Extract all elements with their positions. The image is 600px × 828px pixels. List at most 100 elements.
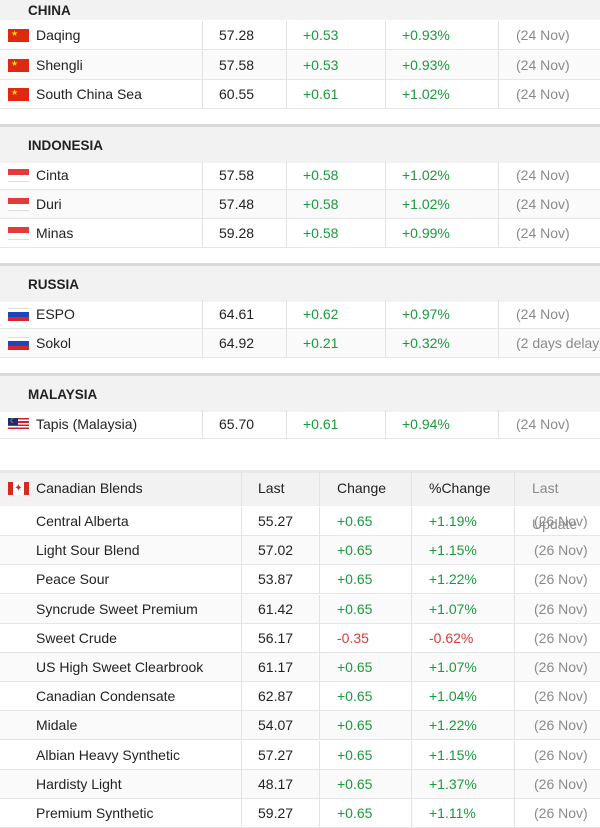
blend-name[interactable]: US High Sweet Clearbrook <box>36 659 204 675</box>
price-change: +0.61 <box>303 86 339 102</box>
last-price: 65.70 <box>219 416 255 432</box>
blend-name[interactable]: Sweet Crude <box>36 629 117 646</box>
table-row[interactable]: ★ Shengli 57.58 +0.53 +0.93% (24 Nov) <box>0 51 600 80</box>
last-price: 57.58 <box>219 57 255 73</box>
russia-section: RUSSIA <box>0 263 600 302</box>
last-update: (26 Nov) <box>534 600 588 617</box>
last-update: (26 Nov) <box>534 513 588 529</box>
percent-change: +1.02% <box>402 167 450 183</box>
section-title: MALAYSIA <box>28 386 98 402</box>
section-header: INDONESIA <box>0 127 600 163</box>
price-change: +0.65 <box>337 659 373 675</box>
last-price: 57.58 <box>219 167 255 183</box>
blend-name[interactable]: Central Alberta <box>36 513 129 529</box>
section-title: INDONESIA <box>28 137 104 153</box>
percent-change: +1.22% <box>429 717 477 734</box>
last-price: 55.27 <box>258 513 294 529</box>
blend-name[interactable]: Peace Sour <box>36 571 110 588</box>
table-row[interactable]: ★ South China Sea 60.55 +0.61 +1.02% (24 Nov) <box>0 80 600 109</box>
canada-flag-icon: ✦ <box>8 482 29 495</box>
percent-change: +0.93% <box>402 27 450 43</box>
blend-name[interactable]: Shengli <box>36 57 83 73</box>
price-change: +0.58 <box>303 167 339 183</box>
table-row[interactable]: Duri 57.48 +0.58 +1.02% (24 Nov) <box>0 190 600 219</box>
last-price: 59.27 <box>258 805 294 821</box>
blend-name[interactable]: Duri <box>36 196 62 212</box>
blend-name[interactable]: Premium Synthetic <box>36 805 154 821</box>
last-price: 57.02 <box>258 542 294 559</box>
blend-name[interactable]: Canadian Condensate <box>36 688 176 705</box>
last-price: 62.87 <box>258 688 294 705</box>
last-price: 54.07 <box>258 717 294 734</box>
table-row[interactable]: Hardisty Light 48.17 +0.65 +1.37% (26 Nov) <box>0 769 600 799</box>
table-row[interactable]: Premium Synthetic 59.27 +0.65 +1.11% (26 Nov… <box>0 799 600 828</box>
percent-change: +1.11% <box>429 805 476 821</box>
table-row[interactable]: ESPO 64.61 +0.62 +0.97% (24 Nov) <box>0 300 600 329</box>
table-row[interactable]: US High Sweet Clearbrook 61.17 +0.65 +1.07%… <box>0 653 600 682</box>
percent-change: +1.02% <box>402 86 450 102</box>
table-row[interactable]: Central Alberta 55.27 +0.65 +1.19% (26 Nov) <box>0 507 600 536</box>
price-change: +0.65 <box>337 746 373 763</box>
blend-name[interactable]: South China Sea <box>36 86 142 102</box>
russia-flag-icon <box>8 337 29 350</box>
last-update: (26 Nov) <box>534 775 588 792</box>
last-update: (24 Nov) <box>516 416 570 432</box>
percent-change: +0.99% <box>402 225 450 241</box>
table-row[interactable]: Sokol 64.92 +0.21 +0.32% (2 days delay) <box>0 329 600 358</box>
section-title: CHINA <box>28 2 71 18</box>
blend-name[interactable]: Minas <box>36 225 74 241</box>
column-header-last[interactable]: Last <box>258 480 285 496</box>
price-change: +0.53 <box>303 27 339 43</box>
china-flag-icon: ★ <box>8 88 29 101</box>
last-update: (24 Nov) <box>516 196 570 212</box>
table-row[interactable]: Peace Sour 53.87 +0.65 +1.22% (26 Nov) <box>0 565 600 595</box>
china-flag-icon: ★ <box>8 29 29 42</box>
table-row[interactable]: ☾ Tapis (Malaysia) 65.70 +0.61 +0.94% (24 Nov… <box>0 410 600 439</box>
blend-name[interactable]: Sokol <box>36 335 72 351</box>
blend-name[interactable]: Tapis (Malaysia) <box>36 416 138 432</box>
blend-name[interactable]: Midale <box>36 717 78 734</box>
table-row[interactable]: Midale 54.07 +0.65 +1.22% (26 Nov) <box>0 711 600 741</box>
table-row[interactable]: Albian Heavy Synthetic 57.27 +0.65 +1.15% (2… <box>0 740 600 770</box>
last-update: (26 Nov) <box>534 542 588 559</box>
indonesia-flag-icon <box>8 198 29 211</box>
table-row[interactable]: Light Sour Blend 57.02 +0.65 +1.15% (26 Nov) <box>0 536 600 566</box>
price-change: +0.65 <box>337 688 373 705</box>
table-row[interactable]: Cinta 57.58 +0.58 +1.02% (24 Nov) <box>0 161 600 190</box>
table-row[interactable]: Sweet Crude 56.17 -0.35 -0.62% (26 Nov) <box>0 623 600 653</box>
percent-change: +1.07% <box>429 659 477 675</box>
blend-name[interactable]: Light Sour Blend <box>36 542 140 559</box>
table-row[interactable]: Syncrude Sweet Premium 61.42 +0.65 +1.07% (2… <box>0 594 600 624</box>
price-change: +0.65 <box>337 805 373 821</box>
last-price: 57.28 <box>219 27 255 43</box>
price-change: +0.62 <box>303 306 339 322</box>
table-row[interactable]: Canadian Condensate 62.87 +0.65 +1.04% (26 N… <box>0 682 600 712</box>
section-header: RUSSIA <box>0 266 600 302</box>
table-row[interactable]: ★ Daqing 57.28 +0.53 +0.93% (24 Nov) <box>0 21 600 50</box>
section-title: RUSSIA <box>28 276 80 292</box>
column-header-change[interactable]: Change <box>337 480 387 496</box>
price-change: +0.61 <box>303 416 339 432</box>
blend-name[interactable]: Albian Heavy Synthetic <box>36 746 180 763</box>
column-header-pct-change[interactable]: %Change <box>429 480 491 496</box>
column-header-last-update[interactable]: Last Update <box>532 480 578 532</box>
canadian-blends-header: Canadian Blends Last Change %Change Last… <box>0 470 600 532</box>
table-row[interactable]: Minas 59.28 +0.58 +0.99% (24 Nov) <box>0 219 600 248</box>
percent-change: +1.04% <box>429 688 477 705</box>
last-price: 60.55 <box>219 86 255 102</box>
blend-name[interactable]: Cinta <box>36 167 69 183</box>
percent-change: +0.32% <box>402 335 450 351</box>
section-header: MALAYSIA <box>0 376 600 412</box>
percent-change: +1.19% <box>429 513 477 529</box>
blend-name[interactable]: Syncrude Sweet Premium <box>36 600 198 617</box>
blend-name[interactable]: Daqing <box>36 27 81 43</box>
malaysia-flag-icon: ☾ <box>8 418 29 431</box>
price-change: +0.65 <box>337 600 373 617</box>
blend-name[interactable]: ESPO <box>36 306 75 322</box>
last-price: 53.87 <box>258 571 294 588</box>
blend-name[interactable]: Hardisty Light <box>36 775 122 792</box>
last-update: (26 Nov) <box>534 717 588 734</box>
percent-change: +1.07% <box>429 600 477 617</box>
price-change: +0.53 <box>303 57 339 73</box>
percent-change: +1.37% <box>429 775 477 792</box>
